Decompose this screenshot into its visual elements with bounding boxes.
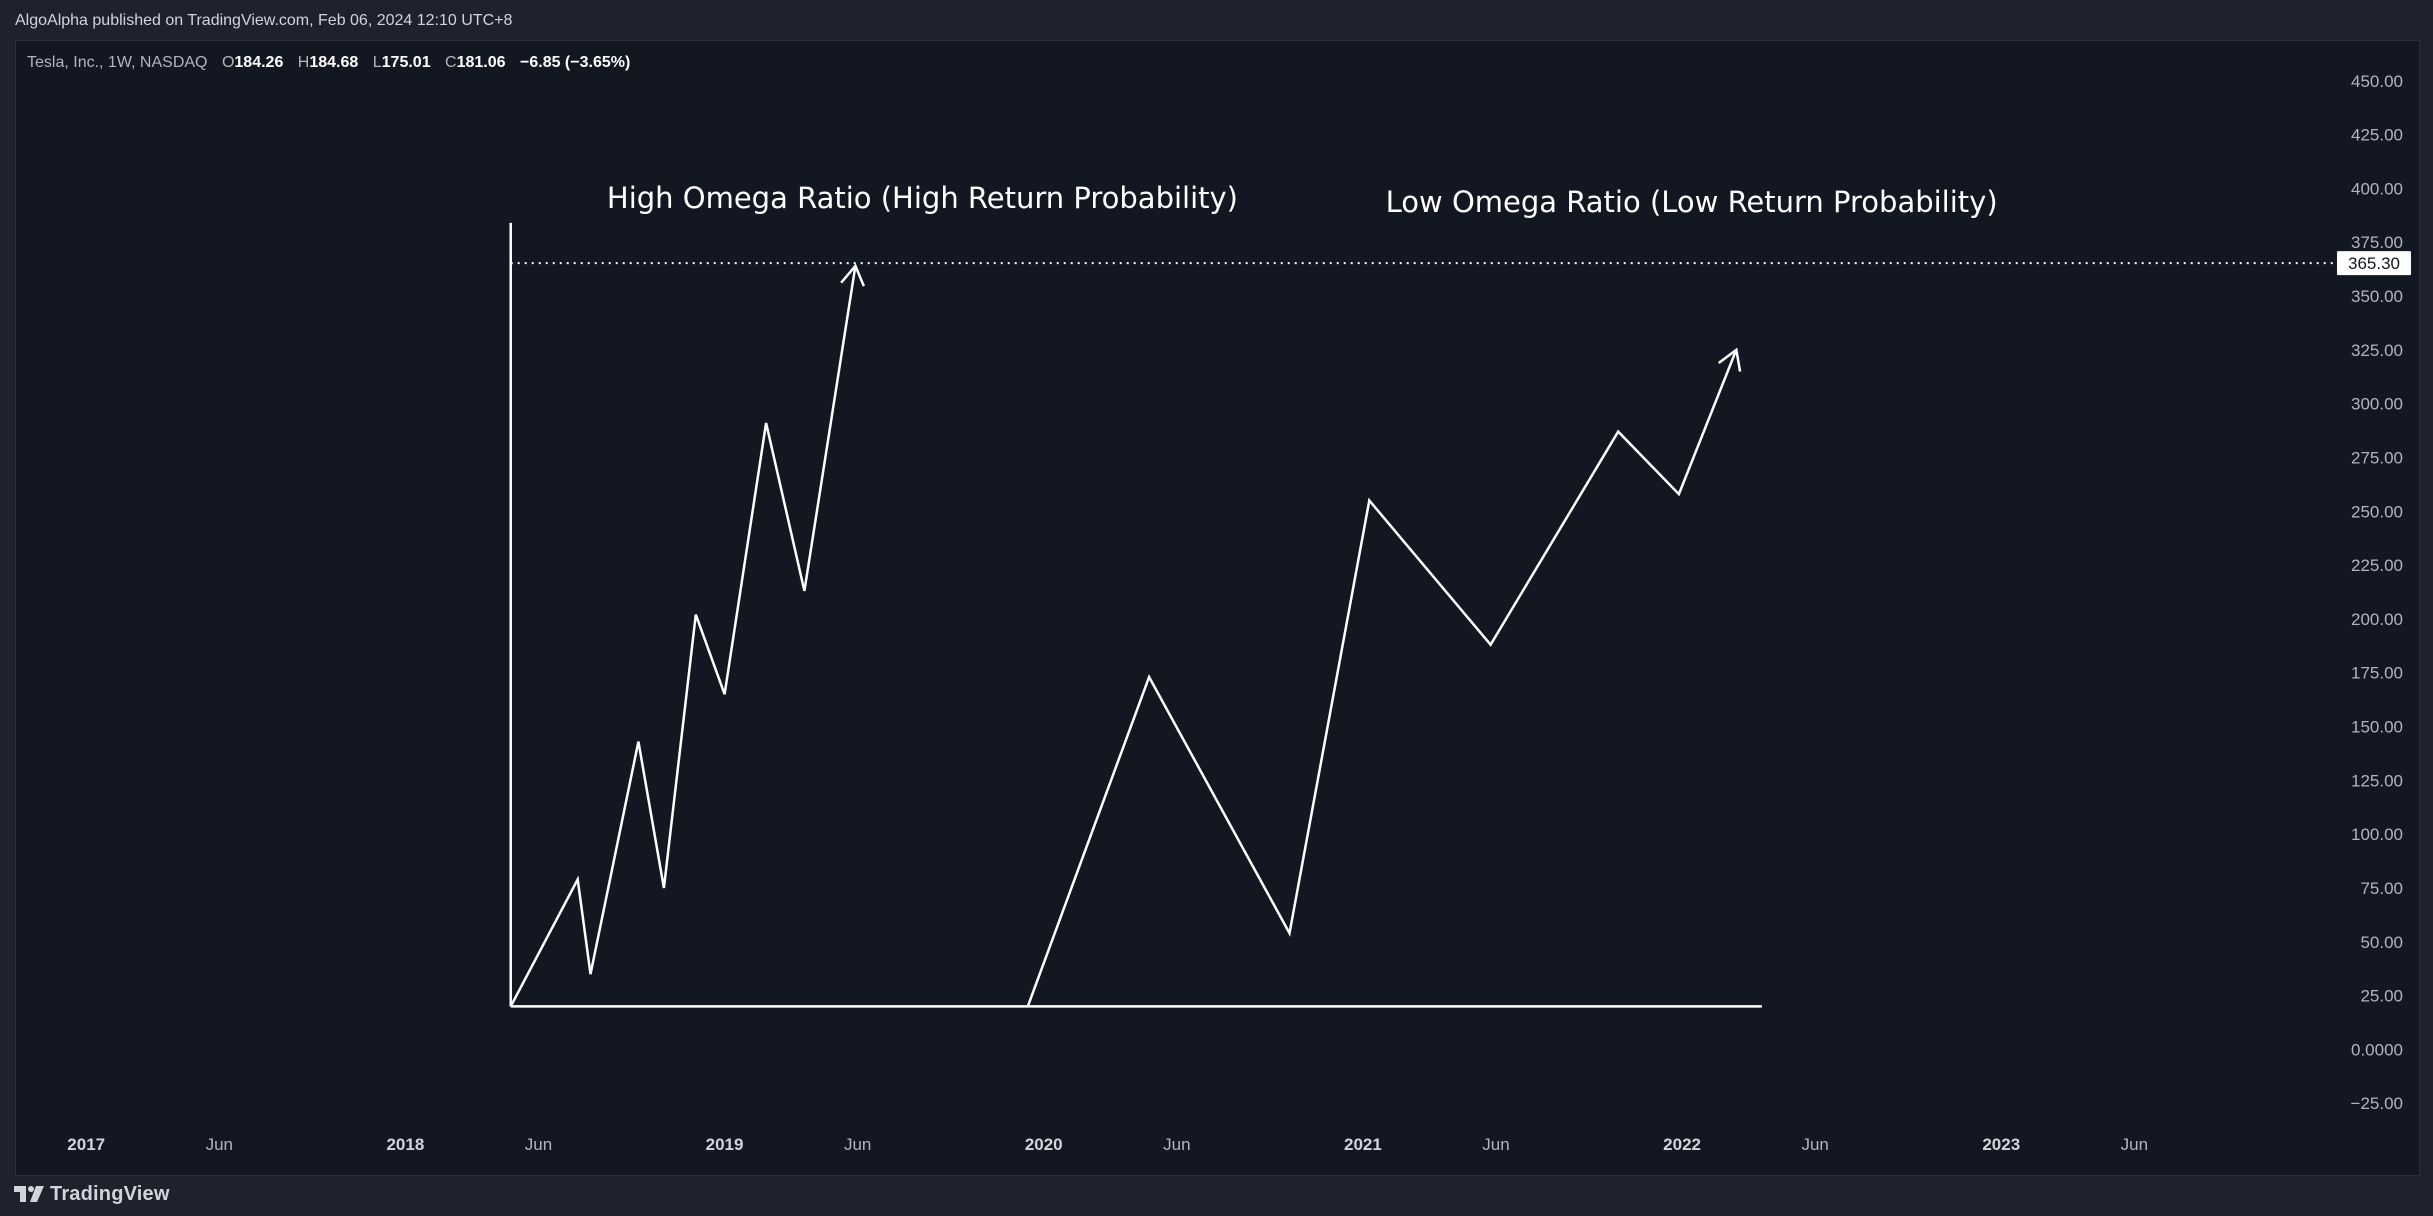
current-price-label: 365.30 — [2348, 254, 2400, 273]
high-value: 184.68 — [309, 54, 359, 71]
current-price-layer: 365.30 — [510, 251, 2411, 276]
close-value: 181.06 — [456, 54, 506, 71]
x-tick-label: 2023 — [1982, 1135, 2020, 1154]
y-tick-label: 400.00 — [2351, 179, 2403, 198]
arrow-head-icon — [840, 263, 866, 287]
y-tick-label: 325.00 — [2351, 341, 2403, 360]
tradingview-logo-icon — [14, 1186, 44, 1202]
close-label: C — [445, 54, 457, 71]
y-tick-label: 200.00 — [2351, 610, 2403, 629]
x-tick-label: 2021 — [1344, 1135, 1382, 1154]
publish-header: AlgoAlpha published on TradingView.com, … — [0, 0, 2433, 40]
low-value: 175.01 — [381, 54, 431, 71]
path-series-2 — [1026, 349, 1738, 1007]
y-tick-label: 225.00 — [2351, 556, 2403, 575]
x-tick-label: Jun — [206, 1135, 233, 1154]
y-tick-label: 125.00 — [2351, 771, 2403, 790]
change-value: −6.85 (−3.65%) — [520, 54, 631, 71]
tradingview-brand[interactable]: TradingView — [14, 1181, 170, 1207]
y-tick-label: 0.0000 — [2351, 1040, 2403, 1059]
x-tick-label: 2017 — [67, 1135, 105, 1154]
x-tick-label: Jun — [1482, 1135, 1509, 1154]
footer-bar — [0, 1176, 2433, 1216]
y-tick-label: 350.00 — [2351, 287, 2403, 306]
y-tick-label: 250.00 — [2351, 502, 2403, 521]
open-label: O — [221, 54, 235, 71]
y-tick-label: 175.00 — [2351, 664, 2403, 683]
x-tick-label: Jun — [1163, 1135, 1190, 1154]
arrow-head-icon — [1717, 347, 1742, 372]
x-tick-label: 2022 — [1663, 1135, 1701, 1154]
time-axis[interactable]: 2017 Jun 2018 Jun 2019 Jun 2020 Jun 2021 Jun 2022 J… — [67, 1135, 2148, 1154]
y-tick-label: 150.00 — [2351, 718, 2403, 737]
low-label: L — [372, 54, 382, 71]
drawings-layer — [509, 222, 1762, 1008]
publish-info: AlgoAlpha published on TradingView.com, … — [15, 12, 513, 29]
brand-name: TradingView — [50, 1182, 170, 1205]
y-tick-label: 300.00 — [2351, 395, 2403, 414]
x-tick-label: 2020 — [1025, 1135, 1063, 1154]
y-tick-label: 100.00 — [2351, 825, 2403, 844]
price-axis[interactable]: 450.00 425.00 400.00 375.00 350.00 325.00 300.… — [2351, 72, 2403, 1113]
y-tick-label: 275.00 — [2351, 448, 2403, 467]
y-tick-label: −25.00 — [2351, 1094, 2403, 1113]
y-tick-label: 50.00 — [2360, 933, 2403, 952]
high-label: H — [297, 54, 310, 71]
x-tick-label: Jun — [525, 1135, 552, 1154]
x-tick-label: 2019 — [706, 1135, 744, 1154]
open-value: 184.26 — [234, 54, 284, 71]
x-tick-label: Jun — [1801, 1135, 1828, 1154]
x-tick-label: Jun — [844, 1135, 871, 1154]
x-tick-label: 2018 — [386, 1135, 424, 1154]
annotation-text: Low Omega Ratio (Low Return Probability) — [1386, 185, 1998, 219]
y-tick-label: 75.00 — [2360, 879, 2403, 898]
symbol-name: Tesla, Inc., 1W, NASDAQ — [27, 54, 208, 71]
annotations-layer: High Omega Ratio (High Return Probabilit… — [607, 181, 1998, 219]
y-tick-label: 25.00 — [2360, 987, 2403, 1006]
chart-pane[interactable] — [15, 40, 2420, 1176]
current-price-label-bg — [2337, 251, 2411, 276]
symbol-legend[interactable]: Tesla, Inc., 1W, NASDAQ O184.26 H184.68 … — [27, 54, 630, 72]
x-tick-label: Jun — [2121, 1135, 2148, 1154]
y-tick-label: 450.00 — [2351, 72, 2403, 91]
annotation-text: High Omega Ratio (High Return Probabilit… — [607, 181, 1238, 215]
path-series-1 — [509, 265, 857, 1007]
y-tick-label: 375.00 — [2351, 233, 2403, 252]
y-tick-label: 425.00 — [2351, 126, 2403, 145]
